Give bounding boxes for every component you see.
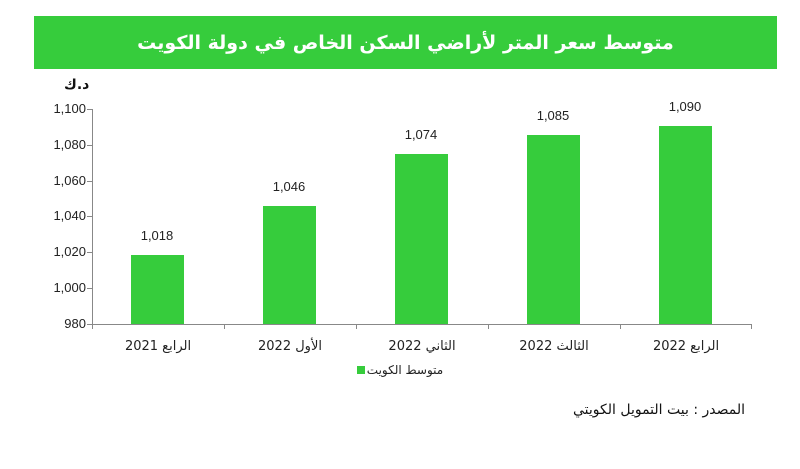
bar-value-label: 1,085 bbox=[536, 108, 570, 123]
y-axis-unit-label: د.ك bbox=[64, 77, 90, 93]
bar-value-label: 1,046 bbox=[272, 179, 306, 194]
legend-swatch-icon bbox=[356, 366, 365, 374]
chart-legend: متوسط الكويت bbox=[0, 363, 800, 377]
x-tick-mark bbox=[488, 324, 489, 329]
y-tick-mark bbox=[87, 216, 92, 217]
bar-q1-2022[interactable] bbox=[263, 206, 316, 324]
x-tick-mark bbox=[620, 324, 621, 329]
y-tick-label: 1,040 bbox=[53, 208, 86, 223]
bar-value-label: 1,090 bbox=[668, 99, 702, 114]
legend-label: متوسط الكويت bbox=[366, 363, 444, 377]
x-tick-mark bbox=[356, 324, 357, 329]
bar-q2-2022[interactable] bbox=[395, 154, 448, 324]
y-tick-mark bbox=[87, 181, 92, 182]
x-tick-mark bbox=[92, 324, 93, 329]
y-tick-mark bbox=[87, 145, 92, 146]
y-tick-label: 1,080 bbox=[53, 137, 86, 152]
x-category-label: الثاني 2022 bbox=[388, 339, 456, 354]
y-tick-label: 1,020 bbox=[53, 244, 86, 259]
bar-value-label: 1,074 bbox=[404, 127, 438, 142]
y-tick-mark bbox=[87, 252, 92, 253]
chart-title-banner: متوسط سعر المتر لأراضي السكن الخاص في دو… bbox=[34, 16, 777, 69]
y-tick-label: 1,060 bbox=[53, 173, 86, 188]
x-axis bbox=[92, 324, 752, 325]
x-tick-mark bbox=[224, 324, 225, 329]
chart-title: متوسط سعر المتر لأراضي السكن الخاص في دو… bbox=[137, 31, 674, 54]
bar-q4-2021[interactable] bbox=[131, 255, 184, 324]
x-category-label: الرابع 2021 bbox=[124, 339, 192, 354]
y-tick-mark bbox=[87, 109, 92, 110]
y-tick-label: 1,000 bbox=[53, 280, 86, 295]
bar-value-label: 1,018 bbox=[140, 228, 174, 243]
y-axis bbox=[92, 109, 93, 325]
x-category-label: الرابع 2022 bbox=[652, 339, 720, 354]
y-tick-label: 980 bbox=[64, 316, 86, 331]
source-note: المصدر : بيت التمويل الكويتي bbox=[573, 402, 745, 418]
x-category-label: الأول 2022 bbox=[258, 339, 322, 354]
y-tick-label: 1,100 bbox=[53, 101, 86, 116]
x-category-label: الثالث 2022 bbox=[519, 339, 589, 354]
bar-q3-2022[interactable] bbox=[527, 135, 580, 324]
y-tick-mark bbox=[87, 324, 92, 325]
x-tick-mark bbox=[751, 324, 752, 329]
bar-q4-2022[interactable] bbox=[659, 126, 712, 324]
y-tick-mark bbox=[87, 288, 92, 289]
